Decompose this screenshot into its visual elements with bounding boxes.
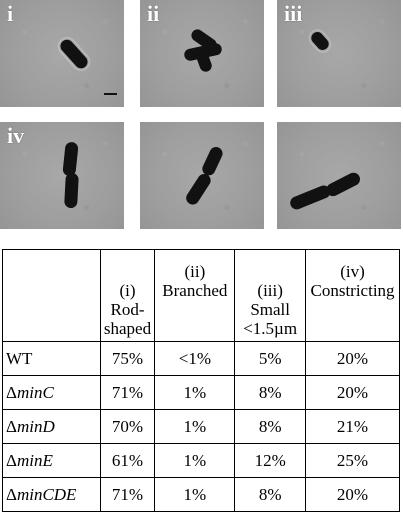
rod-shaped-value: 70% — [99, 409, 156, 444]
header-cell-constricting: (iv) Constricting — [305, 249, 400, 342]
rod-shaped-value: 61% — [99, 443, 156, 478]
constricting-value: 20% — [305, 341, 400, 376]
branched-value: 1% — [154, 477, 236, 512]
small-value: 5% — [234, 341, 307, 376]
micrograph-panel-i: i — [0, 0, 124, 107]
cell-morphology-table: (i) Rod- shaped (ii) Branched (iii) Smal… — [2, 249, 400, 512]
strain-name: ΔminCDE — [2, 477, 101, 512]
header-cell-branched: (ii) Branched — [154, 249, 236, 342]
small-value: 8% — [234, 375, 307, 410]
table-row: ΔminD 70% 1% 8% 21% — [2, 409, 400, 444]
panel-label: i — [7, 1, 14, 26]
header-cell-empty — [2, 249, 101, 342]
scale-bar — [104, 93, 117, 95]
table-row: ΔminCDE 71% 1% 8% 20% — [2, 477, 400, 512]
micrograph-panel-vi — [277, 122, 401, 229]
small-cell-image — [308, 29, 332, 53]
panel-label: iii — [284, 1, 303, 26]
panel-label: ii — [147, 1, 160, 26]
rod-shaped-value: 75% — [99, 341, 156, 376]
constricting-value: 25% — [305, 443, 400, 478]
header-cell-small: (iii) Small <1.5µm — [234, 249, 307, 342]
panel-label: iv — [7, 123, 25, 148]
constricting-cell-image — [186, 147, 223, 205]
constricting-cell-image — [62, 142, 79, 209]
constricting-value: 20% — [305, 375, 400, 410]
table-row: ΔminE 61% 1% 12% 25% — [2, 443, 400, 478]
strain-name: WT — [2, 341, 101, 376]
table-row: WT 75% <1% 5% 20% — [2, 341, 400, 376]
header-cell-rod-shaped: (i) Rod- shaped — [99, 249, 156, 342]
branched-value: 1% — [154, 443, 236, 478]
branched-value: 1% — [154, 409, 236, 444]
rod-shaped-value: 71% — [99, 375, 156, 410]
strain-name: ΔminE — [2, 443, 101, 478]
micrograph-panel-ii: ii — [140, 0, 264, 107]
micrograph-panel-iii: iii — [277, 0, 401, 107]
table-header-row: (i) Rod- shaped (ii) Branched (iii) Smal… — [2, 249, 400, 342]
strain-name: ΔminD — [2, 409, 101, 444]
branched-value: <1% — [154, 341, 236, 376]
constricting-value: 20% — [305, 477, 400, 512]
small-value: 12% — [234, 443, 307, 478]
micrograph-panel-v — [140, 122, 264, 229]
small-value: 8% — [234, 409, 307, 444]
constricting-value: 21% — [305, 409, 400, 444]
constricting-cell-image — [290, 172, 360, 210]
rod-shaped-value: 71% — [99, 477, 156, 512]
table-row: ΔminC 71% 1% 8% 20% — [2, 375, 400, 410]
branched-value: 1% — [154, 375, 236, 410]
small-value: 8% — [234, 477, 307, 512]
rod-shaped-cell-image — [57, 36, 117, 95]
strain-name: ΔminC — [2, 375, 101, 410]
branched-cell-image — [184, 29, 222, 72]
micrograph-panel-iv: iv — [0, 122, 124, 229]
